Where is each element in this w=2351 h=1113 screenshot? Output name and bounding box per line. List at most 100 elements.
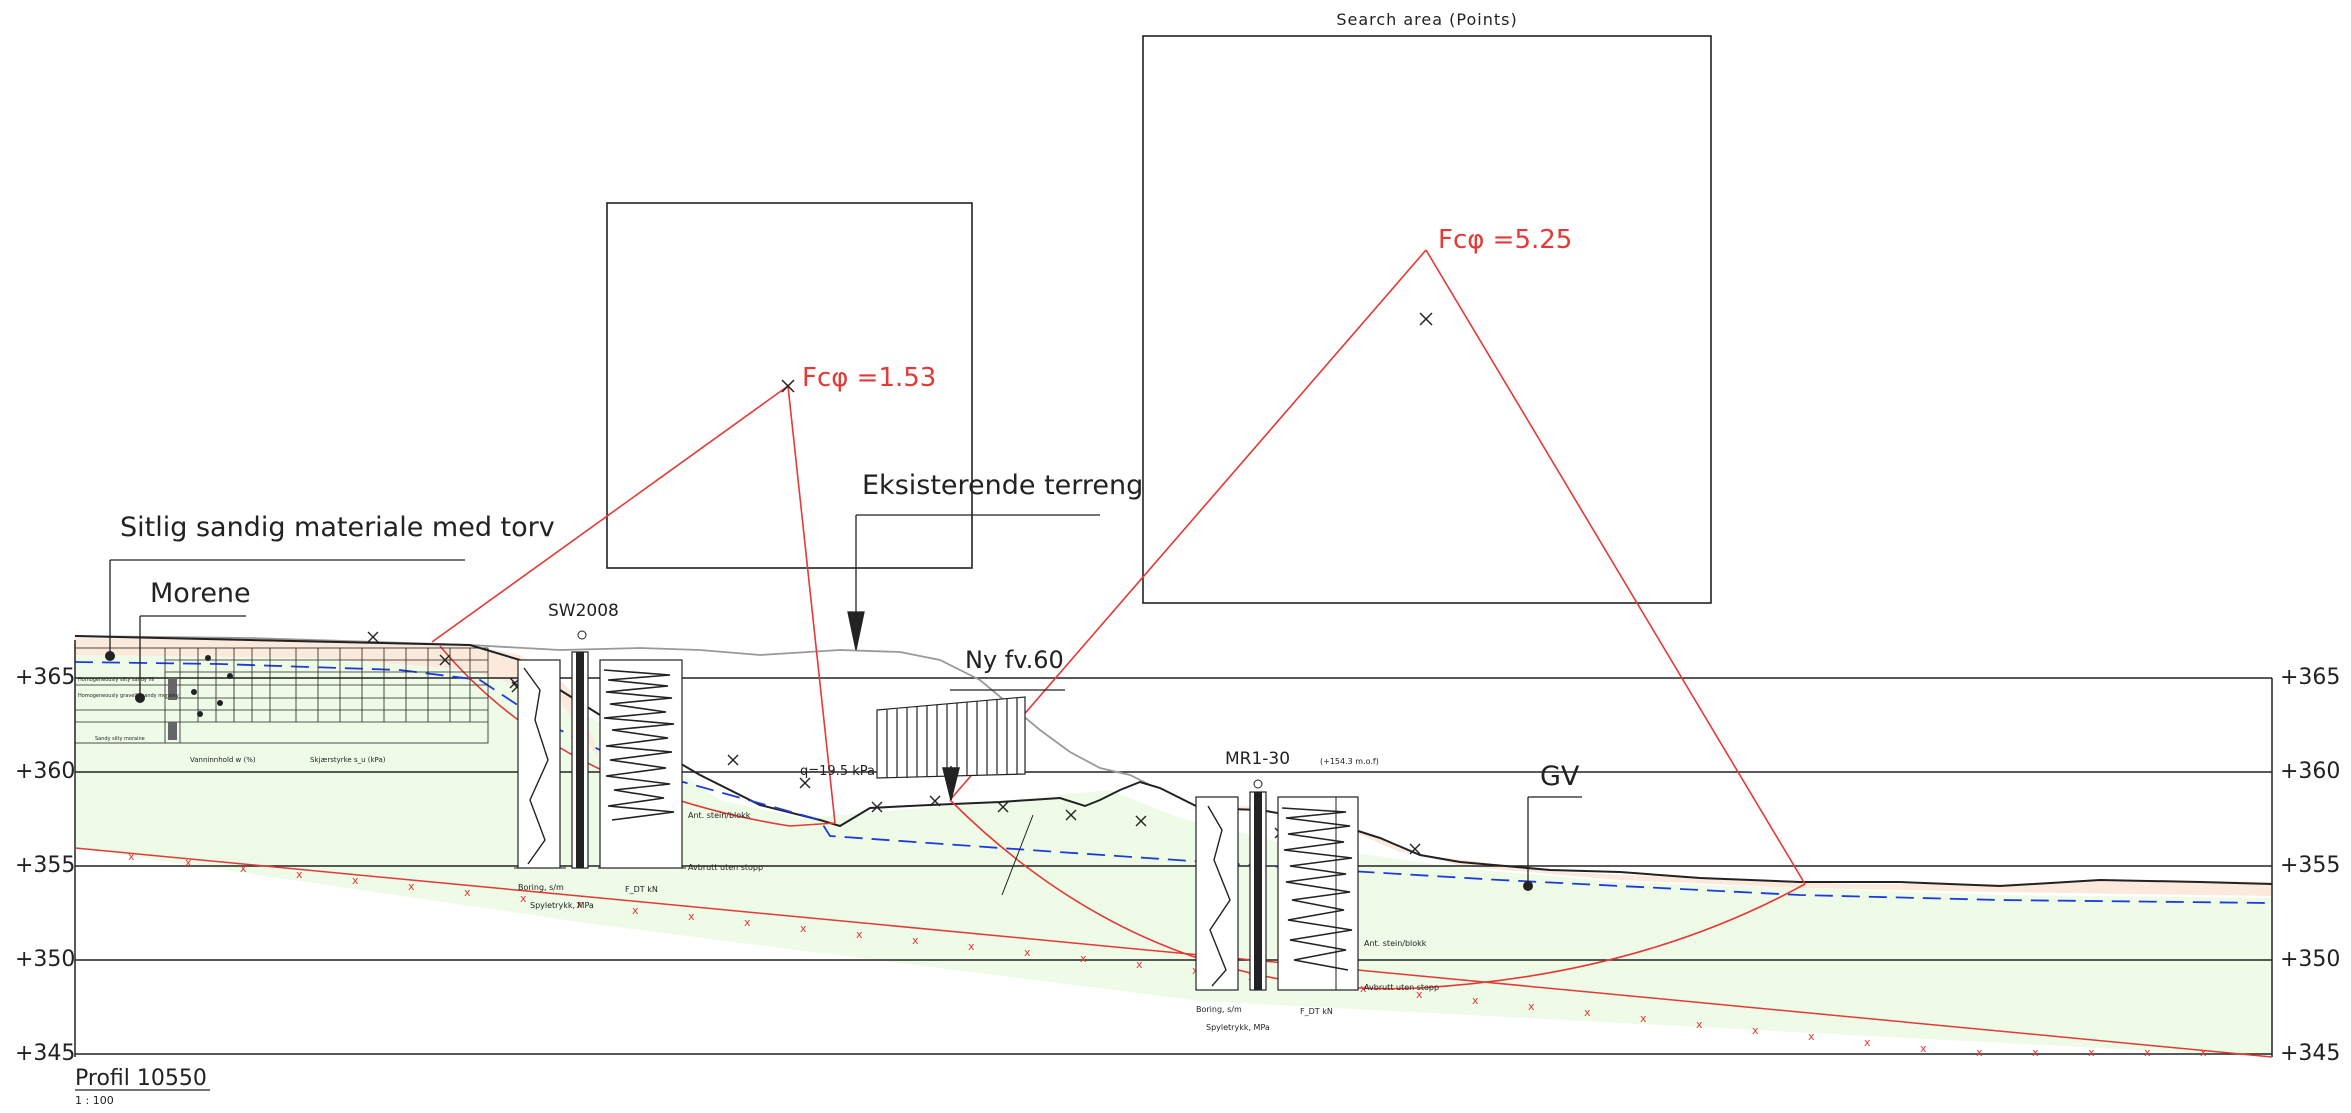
svg-text:x: x	[1696, 1018, 1703, 1031]
elev-label: +350	[15, 947, 75, 972]
elevation-grid	[74, 640, 2273, 1057]
moraine-label: Morene	[150, 578, 251, 609]
search-area-box-1	[606, 202, 973, 569]
borehole-2-note: (+154.3 m.o.f)	[1320, 757, 1379, 766]
fdt-label: F_DT kN	[625, 885, 658, 894]
svg-text:x: x	[185, 856, 192, 869]
svg-text:x: x	[128, 850, 135, 863]
svg-text:x: x	[1080, 952, 1087, 965]
svg-text:x: x	[240, 862, 247, 875]
layer-2-label: Homogeneously gravelly sandy morainy	[78, 693, 179, 699]
push-resistance-label: Spyletrykk, MPa	[530, 901, 594, 910]
elev-label: +360	[15, 759, 75, 784]
existing-terrain-label: Eksisterende terreng	[862, 470, 1143, 501]
svg-text:x: x	[576, 898, 583, 911]
load-label: q=19.5 kPa	[800, 764, 875, 779]
silty-sand-callout	[109, 559, 465, 655]
elev-label: +360	[2280, 759, 2340, 784]
silty-sand-marker	[105, 651, 115, 661]
svg-text:x: x	[1136, 958, 1143, 971]
svg-text:x: x	[1416, 988, 1423, 1001]
slip-center-1-marker	[781, 379, 795, 393]
svg-text:x: x	[464, 886, 471, 899]
svg-text:x: x	[296, 868, 303, 881]
shear-strength-label: Skjærstyrke s_u (kPa)	[310, 756, 386, 764]
search-area-box-2	[1142, 35, 1712, 604]
svg-text:x: x	[800, 922, 807, 935]
lab-log-grid	[74, 647, 489, 744]
existing-terrain-callout	[847, 514, 1100, 651]
svg-text:x: x	[744, 916, 751, 929]
push-resistance-label-2: Spyletrykk, MPa	[1206, 1023, 1270, 1032]
svg-text:x: x	[856, 928, 863, 941]
profile-title: Profil 10550	[75, 1066, 207, 1091]
svg-text:x: x	[1976, 1046, 1983, 1059]
groundwater-marker	[1523, 881, 1533, 891]
elevation-labels-left: +365 +360 +355 +350 +345	[15, 665, 75, 1066]
end-stone-label: Ant. stein/blokk	[688, 811, 751, 820]
svg-text:x: x	[688, 910, 695, 923]
borehole-2-label: MR1-30	[1225, 749, 1290, 769]
safety-factor-2: Fcφ =5.25	[1438, 225, 1572, 255]
slip-center-2-marker	[1419, 312, 1433, 326]
fdt-label-2: F_DT kN	[1300, 1007, 1333, 1016]
svg-text:x: x	[1752, 1024, 1759, 1037]
load-arrow	[942, 766, 960, 801]
svg-text:x: x	[1864, 1036, 1871, 1049]
moraine-layer	[75, 655, 2272, 1057]
svg-text:x: x	[352, 874, 359, 887]
svg-text:x: x	[1528, 1000, 1535, 1013]
svg-text:x: x	[1920, 1042, 1927, 1055]
scale-label: 1 : 100	[75, 1094, 114, 1107]
layer-1-label: Homogeneously silty sandy fill	[78, 677, 154, 683]
svg-text:x: x	[912, 934, 919, 947]
svg-text:x: x	[520, 892, 527, 905]
svg-text:x: x	[1640, 1012, 1647, 1025]
slope-marker	[1001, 814, 1034, 896]
elev-label: +345	[15, 1041, 75, 1066]
moraine-callout	[139, 615, 246, 698]
silty-sand-layer	[75, 638, 600, 760]
stop-label-2: Avbrutt uten stopp	[1364, 983, 1439, 992]
silty-sand-label: Sitlig sandig materiale med torv	[120, 512, 555, 543]
moraine-marker	[135, 693, 145, 703]
elev-label: +355	[2280, 853, 2340, 878]
water-content-label: Vanninnhold w (%)	[190, 756, 256, 764]
svg-text:x: x	[1024, 946, 1031, 959]
borehole-log-mr1-30: MR1-30 (+154.3 m.o.f) Ant. stein/blokk A…	[1195, 749, 1439, 1032]
elevation-labels-right: +365 +360 +355 +350 +345	[2280, 665, 2340, 1066]
lab-log-data-points	[168, 655, 233, 740]
svg-text:x: x	[2144, 1046, 2151, 1059]
elev-label: +365	[15, 665, 75, 690]
layer-3-label: Sandy silty moraine	[95, 736, 145, 742]
borehole-log-sw2008: SW2008 Ant. stein/blokk Avbrutt uten sto…	[514, 601, 763, 910]
stop-label: Avbrutt uten stopp	[688, 863, 763, 872]
safety-factor-1: Fcφ =1.53	[802, 363, 936, 393]
elev-label: +355	[15, 853, 75, 878]
silty-sand-layer-right	[1180, 806, 2272, 896]
elev-label: +345	[2280, 1041, 2340, 1066]
svg-text:x: x	[408, 880, 415, 893]
groundwater-label: GV	[1540, 761, 1580, 792]
end-stone-label-2: Ant. stein/blokk	[1364, 939, 1427, 948]
elev-label: +365	[2280, 665, 2340, 690]
search-area-title: Search area (Points)	[1336, 10, 1517, 29]
svg-text:x: x	[1472, 994, 1479, 1007]
elev-label: +350	[2280, 947, 2340, 972]
svg-text:x: x	[2200, 1046, 2207, 1059]
svg-text:x: x	[968, 940, 975, 953]
lab-log-text: Homogeneously silty sandy fill Homogeneo…	[78, 677, 386, 764]
svg-text:x: x	[2088, 1046, 2095, 1059]
new-road-label: Ny fv.60	[965, 646, 1064, 674]
existing-terrain-line	[74, 635, 1151, 786]
groundwater-callout	[1527, 796, 1582, 885]
svg-text:x: x	[1584, 1006, 1591, 1019]
drilling-label-2: Boring, s/m	[1196, 1005, 1242, 1014]
drilling-label: Boring, s/m	[518, 883, 564, 892]
svg-text:x: x	[632, 904, 639, 917]
svg-text:x: x	[1808, 1030, 1815, 1043]
new-road-embankment	[876, 689, 1065, 779]
